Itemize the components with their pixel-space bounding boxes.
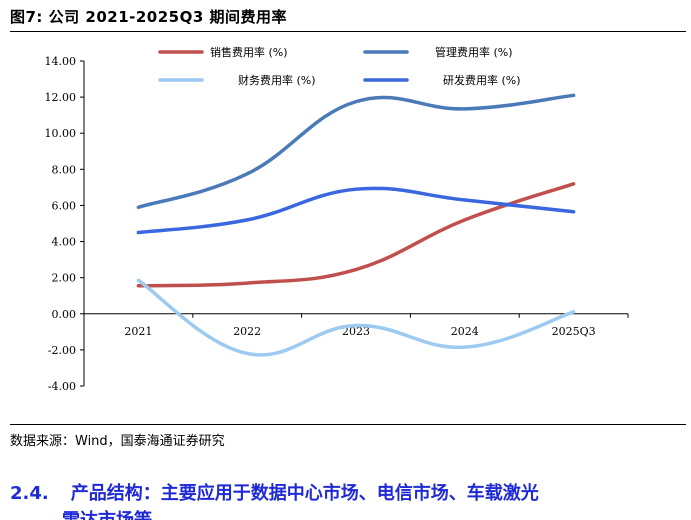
expense-ratio-chart: 14.00 12.00 10.00 8.00 6.00 4.00 2.00 0.00 -2.00…	[45, 45, 629, 393]
y-tick-label: 10.00	[45, 127, 77, 140]
x-tick-label: 2021	[124, 325, 152, 338]
series-line-sales	[136, 182, 576, 288]
y-tick-label: 14.00	[45, 55, 77, 68]
section-number: 2.4.	[10, 483, 49, 504]
y-tick-label: -2.00	[48, 344, 76, 357]
x-tick-label: 2023	[342, 325, 370, 338]
bottom-rule	[10, 424, 686, 425]
y-tick-label: 12.00	[45, 91, 77, 104]
series-line-finance	[136, 278, 576, 357]
data-source: 数据来源：Wind，国泰海通证券研究	[10, 434, 225, 449]
section-heading-text: 产品结构：主要应用于数据中心市场、电信市场、车载激光	[70, 483, 539, 504]
section-heading: 2.4. 产品结构：主要应用于数据中心市场、电信市场、车载激光	[10, 479, 686, 505]
x-tick-label: 2024	[451, 325, 479, 338]
x-tick-label: 2022	[233, 325, 261, 338]
y-tick-label: 4.00	[52, 236, 77, 249]
x-tick-label: 2025Q3	[552, 325, 596, 338]
legend-label-rd: 研发费用率 (%)	[443, 73, 521, 87]
y-tick-label: 6.00	[52, 199, 77, 212]
top-rule	[10, 31, 686, 32]
legend-label-finance: 财务费用率 (%)	[238, 73, 316, 87]
y-tick-label: 2.00	[52, 272, 77, 285]
legend-label-sales: 销售费用率 (%)	[210, 45, 288, 59]
legend-label-admin: 管理费用率 (%)	[435, 45, 513, 59]
section-heading-continuation: 雷达市场等	[62, 506, 152, 520]
y-tick-label: -4.00	[48, 380, 76, 393]
series-line-rd	[136, 186, 576, 235]
y-tick-label: 0.00	[52, 308, 77, 321]
y-tick-label: 8.00	[52, 163, 77, 176]
figure-title: 图7: 公司 2021-2025Q3 期间费用率	[10, 8, 288, 26]
